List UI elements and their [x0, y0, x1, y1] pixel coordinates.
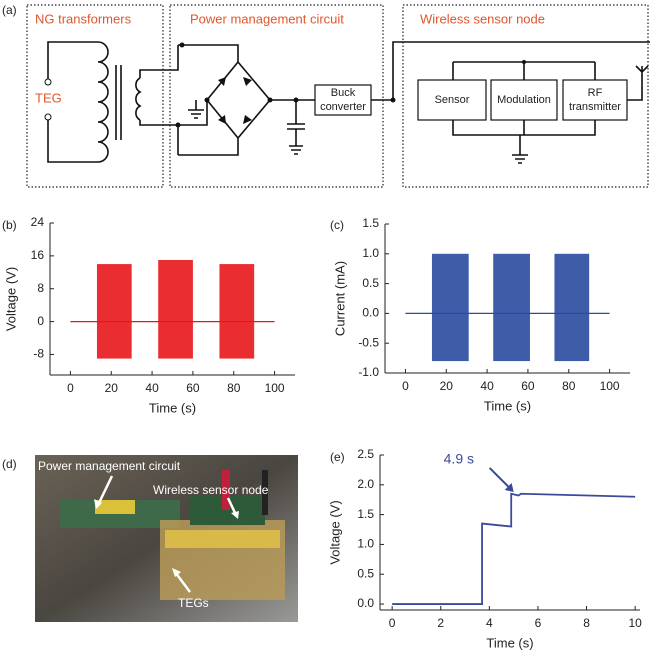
x-tick-label: 40: [480, 379, 494, 393]
x-tick-label: 0: [402, 379, 409, 393]
block-label: RF: [588, 87, 603, 99]
x-axis-title: Time (s): [486, 635, 533, 650]
y-tick-label: -1.0: [358, 365, 379, 379]
y-tick-label: 0: [37, 314, 44, 328]
section-title: NG transformers: [35, 11, 132, 26]
x-tick-label: 8: [583, 616, 590, 630]
signal-burst: [219, 264, 255, 359]
panel-label: (a): [2, 3, 17, 17]
signal-burst: [96, 264, 132, 359]
circuit-diagram: (a) NG transformers Power management cir…: [2, 3, 650, 188]
x-tick-label: 60: [521, 379, 535, 393]
signal-burst: [554, 253, 590, 362]
x-tick-label: 10: [628, 616, 642, 630]
annotation: 4.9 s: [444, 451, 474, 467]
x-tick-label: 80: [227, 381, 241, 395]
section-title: Wireless sensor node: [420, 11, 545, 26]
signal-burst: [493, 253, 530, 362]
section-box: [26, 4, 164, 188]
y-axis-title: Voltage (V): [3, 267, 18, 331]
y-tick-label: -0.5: [358, 335, 379, 349]
panel-label: (d): [2, 457, 17, 471]
panel-label: (c): [330, 218, 344, 232]
x-tick-label: 2: [437, 616, 444, 630]
block: [562, 79, 628, 121]
y-tick-label: 1.0: [357, 537, 374, 551]
panel-label: (e): [330, 450, 345, 464]
converter-box: [314, 84, 372, 116]
line: [392, 492, 636, 605]
transformer: [44, 41, 179, 163]
y-tick-label: 24: [31, 215, 45, 229]
x-axis-title: Time (s): [149, 400, 196, 415]
section-box: [169, 4, 384, 188]
y-tick-label: -8: [33, 347, 44, 361]
y-tick-label: 0.5: [357, 566, 374, 580]
y-axis-title: Voltage (V): [327, 500, 342, 564]
section-box: [402, 4, 649, 188]
converter-label: converter: [320, 101, 366, 113]
y-tick-label: 1.0: [362, 246, 379, 260]
panel-label: (b): [2, 218, 17, 232]
photo-annotation: Power management circuit: [38, 459, 181, 473]
x-tick-label: 20: [440, 379, 454, 393]
x-tick-label: 0: [389, 616, 396, 630]
y-tick-label: 2.0: [357, 477, 374, 491]
rectifier: [175, 42, 315, 156]
arrow-head: [504, 482, 514, 492]
x-tick-label: 100: [265, 381, 285, 395]
x-tick-label: 20: [105, 381, 119, 395]
block-label: Sensor: [435, 94, 470, 106]
y-axis-title: Current (mA): [332, 261, 347, 336]
x-tick-label: 100: [600, 379, 620, 393]
x-tick-label: 80: [562, 379, 576, 393]
signal-burst: [431, 253, 469, 362]
x-tick-label: 60: [186, 381, 200, 395]
y-tick-label: 0.5: [362, 276, 379, 290]
y-tick-label: 0.0: [362, 306, 379, 320]
x-tick-label: 4: [486, 616, 493, 630]
block: [490, 79, 558, 121]
x-tick-label: 40: [145, 381, 159, 395]
y-tick-label: 2.5: [357, 447, 374, 461]
block-label: transmitter: [569, 101, 621, 113]
block-label: Modulation: [497, 94, 551, 106]
photo-annotation: Wireless sensor node: [153, 483, 269, 497]
annotation-arrow: [488, 467, 512, 490]
converter-label: Buck: [331, 87, 356, 99]
signal-burst: [158, 259, 193, 359]
y-tick-label: 1.5: [357, 507, 374, 521]
y-tick-label: 16: [31, 248, 45, 262]
x-tick-label: 6: [535, 616, 542, 630]
x-tick-label: 0: [67, 381, 74, 395]
y-tick-label: 8: [37, 281, 44, 295]
photo-annotation: TEGs: [178, 596, 209, 610]
photo: (d) Power management circuit Wireless se…: [2, 455, 298, 622]
y-tick-label: 0.0: [357, 596, 374, 610]
x-axis-title: Time (s): [484, 398, 531, 413]
y-tick-label: 1.5: [362, 216, 379, 230]
block: [417, 79, 487, 121]
section-title: Power management circuit: [190, 11, 344, 26]
source-label: TEG: [35, 90, 62, 105]
